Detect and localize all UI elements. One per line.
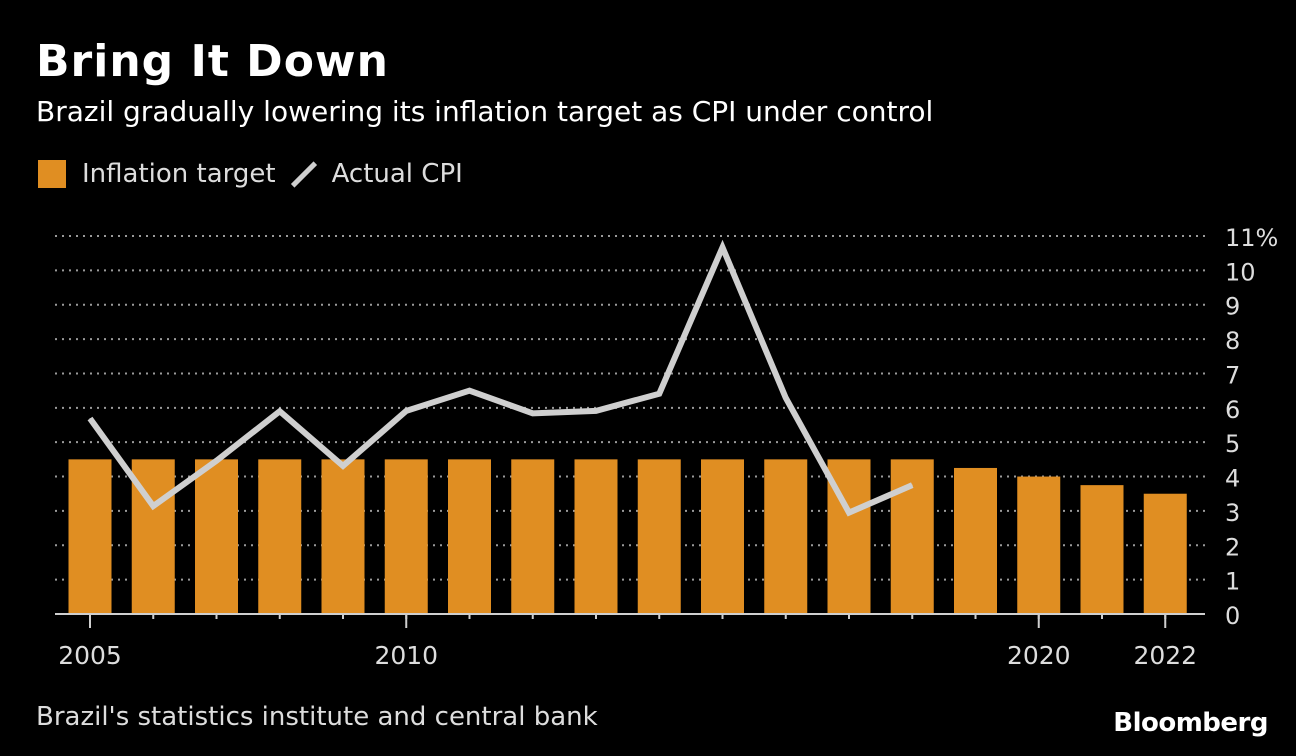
bar — [890, 459, 934, 614]
y-tick-label: 2 — [1225, 533, 1240, 561]
chart-title: Bring It Down — [36, 36, 389, 87]
source-note: Brazil's statistics institute and centra… — [36, 702, 598, 732]
x-tick-label: 2010 — [374, 641, 438, 670]
bar — [1017, 476, 1061, 614]
bar — [701, 459, 744, 614]
cpi-point — [658, 393, 660, 395]
y-tick-label: 10 — [1225, 258, 1256, 286]
x-tick-label: 2020 — [1007, 641, 1071, 670]
bar — [574, 459, 618, 614]
cpi-point — [532, 412, 534, 414]
cpi-point — [89, 417, 91, 419]
bars — [68, 459, 1187, 614]
bar — [68, 459, 112, 614]
bar — [384, 459, 428, 614]
y-tick-label: 1 — [1225, 568, 1240, 596]
x-tick-label: 2005 — [58, 641, 122, 670]
legend-bar-swatch — [38, 160, 66, 188]
bar — [764, 459, 808, 614]
cpi-point — [152, 505, 154, 507]
cpi-line — [87, 239, 914, 517]
bar — [637, 459, 681, 614]
cpi-point — [469, 390, 470, 392]
chart-area: 0 1 2 3 4 5 6 7 8 9 10 11% 2005 2010 2020 2022 — [55, 224, 1278, 670]
y-tick-label: 3 — [1225, 499, 1240, 527]
chart-subtitle: Brazil gradually lowering its inflation … — [36, 95, 934, 128]
y-tick-label: 5 — [1225, 430, 1240, 458]
bar — [258, 459, 302, 614]
legend-line-label: Actual CPI — [331, 159, 463, 189]
cpi-point — [405, 410, 407, 412]
y-tick-label: 0 — [1225, 602, 1240, 630]
bar — [954, 467, 997, 614]
x-tick-label: 2022 — [1133, 641, 1197, 670]
bloomberg-logo: Bloomberg — [1113, 708, 1268, 738]
cpi-point — [216, 460, 217, 462]
bar — [321, 459, 365, 614]
axes: 0 1 2 3 4 5 6 7 8 9 10 11% 2005 2010 2020 2022 — [55, 224, 1278, 670]
y-tick-label: 8 — [1225, 327, 1240, 355]
bar — [1080, 485, 1124, 614]
bar — [511, 459, 555, 614]
cpi-point — [279, 410, 281, 412]
bar — [195, 459, 238, 614]
y-tick-label: 9 — [1225, 293, 1240, 321]
cpi-point — [911, 484, 913, 486]
bar — [1143, 493, 1187, 614]
legend: Inflation target Actual CPI — [38, 158, 463, 190]
y-tick-label: 6 — [1225, 396, 1240, 424]
cpi-point — [785, 397, 787, 399]
cpi-point — [342, 465, 344, 467]
cpi-point — [848, 512, 850, 514]
cpi-point — [722, 246, 723, 248]
y-tick-label: 11% — [1225, 224, 1278, 252]
bar — [448, 459, 491, 614]
cpi-line-group — [87, 239, 914, 517]
gridlines — [55, 235, 1205, 581]
y-tick-label: 4 — [1225, 465, 1240, 493]
y-tick-label: 7 — [1225, 361, 1240, 389]
cpi-point — [595, 410, 597, 412]
legend-bar-label: Inflation target — [82, 159, 276, 189]
